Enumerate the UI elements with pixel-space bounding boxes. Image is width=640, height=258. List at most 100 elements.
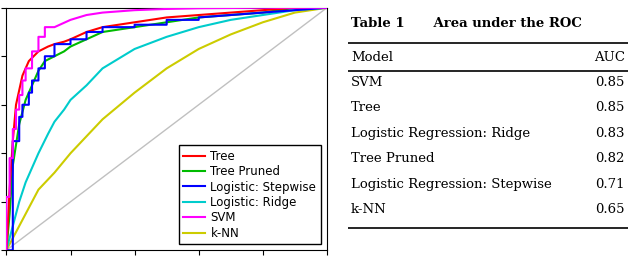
Tree Pruned	[41, 60, 49, 63]
Logistic: Ridge: (0.13, 0.48): Ridge: (0.13, 0.48)	[44, 132, 52, 135]
Tree Pruned	[83, 38, 90, 41]
Text: 0.85: 0.85	[595, 101, 625, 114]
Logistic: Ridge: (0.4, 0.83): Ridge: (0.4, 0.83)	[131, 47, 138, 51]
Line: Tree: Tree	[6, 8, 327, 250]
k-NN	[83, 135, 90, 138]
k-NN	[227, 33, 235, 36]
Tree	[12, 103, 20, 106]
Text: Table 1: Table 1	[351, 18, 404, 30]
Text: 0.71: 0.71	[595, 178, 625, 190]
Logistic: Stepwise: (0.5, 0.93): Stepwise: (0.5, 0.93)	[163, 23, 170, 26]
Tree	[83, 30, 90, 34]
Logistic: Stepwise: (0.04, 0.45): Stepwise: (0.04, 0.45)	[15, 140, 23, 143]
Tree Pruned	[67, 45, 74, 48]
Logistic: Ridge: (0.1, 0.4): Ridge: (0.1, 0.4)	[35, 152, 42, 155]
SVM	[9, 157, 17, 160]
SVM	[35, 35, 42, 38]
Tree Pruned	[22, 98, 29, 101]
Tree Pruned	[15, 123, 23, 126]
Logistic: Stepwise: (0.6, 0.96): Stepwise: (0.6, 0.96)	[195, 16, 202, 19]
SVM	[41, 35, 49, 38]
SVM	[227, 6, 235, 10]
Text: Model: Model	[351, 51, 393, 64]
SVM	[67, 18, 74, 21]
Tree	[67, 38, 74, 41]
Logistic: Ridge: (0.6, 0.92): Ridge: (0.6, 0.92)	[195, 26, 202, 29]
Tree Pruned	[51, 55, 58, 58]
k-NN	[99, 118, 106, 121]
SVM	[28, 67, 36, 70]
Text: AUC: AUC	[594, 51, 625, 64]
Tree Pruned	[6, 212, 13, 215]
Tree	[323, 6, 331, 9]
SVM	[22, 79, 29, 82]
Tree	[19, 74, 26, 77]
Text: k-NN: k-NN	[351, 203, 387, 216]
k-NN	[15, 224, 23, 228]
k-NN	[35, 188, 42, 191]
Logistic: Stepwise: (0.3, 0.9): Stepwise: (0.3, 0.9)	[99, 30, 106, 34]
SVM	[22, 67, 29, 70]
SVM	[83, 13, 90, 17]
SVM	[163, 7, 170, 11]
Logistic: Stepwise: (0.2, 0.87): Stepwise: (0.2, 0.87)	[67, 38, 74, 41]
Logistic: Stepwise: (0.05, 0.6): Stepwise: (0.05, 0.6)	[19, 103, 26, 106]
Tree	[163, 16, 170, 19]
SVM	[259, 6, 267, 9]
Text: Tree: Tree	[351, 101, 381, 114]
SVM	[15, 108, 23, 111]
SVM	[3, 249, 10, 252]
SVM	[19, 93, 26, 96]
Legend: Tree, Tree Pruned, Logistic: Stepwise, Logistic: Ridge, SVM, k-NN: Tree, Tree Pruned, Logistic: Stepwise, L…	[179, 145, 321, 244]
SVM	[15, 93, 23, 96]
Logistic: Stepwise: (0.12, 0.75): Stepwise: (0.12, 0.75)	[41, 67, 49, 70]
Tree Pruned	[3, 249, 10, 252]
Tree Pruned	[195, 16, 202, 19]
SVM	[131, 9, 138, 12]
Tree Pruned	[28, 84, 36, 87]
Logistic: Ridge: (0.8, 0.97): Ridge: (0.8, 0.97)	[259, 13, 267, 17]
Line: Logistic: Stepwise: Logistic: Stepwise	[6, 8, 327, 250]
Logistic: Stepwise: (0.12, 0.8): Stepwise: (0.12, 0.8)	[41, 55, 49, 58]
SVM	[12, 108, 20, 111]
Logistic: Stepwise: (0.6, 0.95): Stepwise: (0.6, 0.95)	[195, 18, 202, 21]
Logistic: Stepwise: (0.08, 0.7): Stepwise: (0.08, 0.7)	[28, 79, 36, 82]
Text: 0.83: 0.83	[595, 127, 625, 140]
SVM	[323, 6, 331, 9]
Logistic: Ridge: (1, 1): Ridge: (1, 1)	[323, 6, 331, 9]
Logistic: Stepwise: (0.2, 0.85): Stepwise: (0.2, 0.85)	[67, 43, 74, 46]
Text: Tree Pruned: Tree Pruned	[351, 152, 435, 165]
Tree Pruned	[131, 26, 138, 29]
Tree Pruned	[291, 6, 299, 9]
Logistic: Stepwise: (0.15, 0.85): Stepwise: (0.15, 0.85)	[51, 43, 58, 46]
k-NN	[22, 212, 29, 215]
Tree	[9, 140, 17, 143]
Logistic: Stepwise: (0.02, 0.45): Stepwise: (0.02, 0.45)	[9, 140, 17, 143]
Logistic: Stepwise: (0.9, 0.99): Stepwise: (0.9, 0.99)	[291, 9, 299, 12]
k-NN	[3, 249, 10, 252]
Logistic: Stepwise: (0, 0): Stepwise: (0, 0)	[3, 249, 10, 252]
Text: Logistic Regression: Stepwise: Logistic Regression: Stepwise	[351, 178, 552, 190]
Tree	[35, 50, 42, 53]
SVM	[19, 79, 26, 82]
SVM	[291, 6, 299, 9]
k-NN	[28, 200, 36, 203]
Text: 0.82: 0.82	[595, 152, 625, 165]
Tree Pruned	[60, 50, 68, 53]
Logistic: Ridge: (0.02, 0.1): Ridge: (0.02, 0.1)	[9, 224, 17, 228]
Tree	[44, 45, 52, 48]
SVM	[35, 50, 42, 53]
Logistic: Stepwise: (0.15, 0.8): Stepwise: (0.15, 0.8)	[51, 55, 58, 58]
Logistic: Stepwise: (0.3, 0.92): Stepwise: (0.3, 0.92)	[99, 26, 106, 29]
k-NN	[163, 67, 170, 70]
Tree Pruned	[99, 30, 106, 34]
Tree	[6, 188, 13, 191]
Logistic: Stepwise: (0.1, 0.7): Stepwise: (0.1, 0.7)	[35, 79, 42, 82]
Tree Pruned	[163, 21, 170, 24]
Logistic: Stepwise: (0.05, 0.55): Stepwise: (0.05, 0.55)	[19, 115, 26, 118]
Logistic: Stepwise: (0.08, 0.65): Stepwise: (0.08, 0.65)	[28, 91, 36, 94]
k-NN	[323, 6, 331, 9]
Logistic: Stepwise: (0.8, 0.98): Stepwise: (0.8, 0.98)	[259, 11, 267, 14]
k-NN	[259, 21, 267, 24]
SVM	[28, 50, 36, 53]
